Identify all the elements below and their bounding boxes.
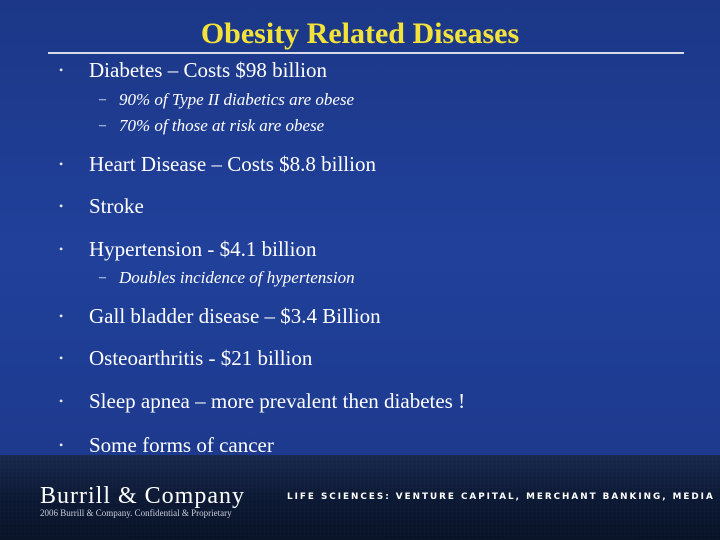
bullet-text: Osteoarthritis - $21 billion (89, 346, 313, 370)
bullet-icon: • (59, 438, 64, 452)
company-name-part1: Burrill (40, 483, 111, 509)
sub-bullet-item: – 90% of Type II diabetics are obese (0, 88, 720, 112)
slide-background (0, 0, 720, 455)
bullet-text: Sleep apnea – more prevalent then diabet… (89, 389, 466, 413)
bullet-icon: • (59, 157, 64, 171)
company-tagline: LIFE SCIENCES: VENTURE CAPITAL, MERCHANT… (287, 492, 715, 502)
footer-bar: Burrill & Company LIFE SCIENCES: VENTURE… (0, 455, 720, 540)
copyright-notice: 2006 Burrill & Company. Confidential & P… (40, 508, 232, 518)
title-underline (48, 52, 684, 54)
dash-icon: – (99, 92, 106, 107)
bullet-text: Stroke (89, 194, 144, 218)
bullet-item: • Osteoarthritis - $21 billion (0, 344, 720, 372)
bullet-item: • Hypertension - $4.1 billion (0, 235, 720, 263)
bullet-text: Heart Disease – Costs $8.8 billion (89, 152, 376, 176)
bullet-icon: • (59, 63, 64, 77)
dash-icon: – (99, 118, 106, 133)
bullet-icon: • (59, 351, 64, 365)
sub-bullet-item: – 70% of those at risk are obese (0, 114, 720, 138)
bullet-item: • Some forms of cancer (0, 431, 720, 459)
bullet-icon: • (59, 242, 64, 256)
bullet-icon: • (59, 199, 64, 213)
bullet-text: Diabetes – Costs $98 billion (89, 58, 327, 82)
dash-icon: – (99, 270, 106, 285)
sub-bullet-item: – Doubles incidence of hypertension (0, 266, 720, 290)
bullet-icon: • (59, 309, 64, 323)
bullet-icon: • (59, 394, 64, 408)
sub-bullet-text: 90% of Type II diabetics are obese (119, 90, 355, 109)
bullet-text: Some forms of cancer (89, 433, 274, 457)
bullet-item: • Stroke (0, 192, 720, 220)
sub-bullet-text: Doubles incidence of hypertension (119, 268, 355, 287)
company-name-part2: Company (144, 483, 245, 509)
bullet-item: • Gall bladder disease – $3.4 Billion (0, 302, 720, 330)
slide-title: Obesity Related Diseases (200, 17, 520, 50)
bullet-text: Gall bladder disease – $3.4 Billion (89, 304, 381, 328)
bullet-text: Hypertension - $4.1 billion (89, 237, 317, 261)
bullet-item: • Sleep apnea – more prevalent then diab… (0, 387, 720, 415)
company-ampersand: & (118, 483, 138, 509)
sub-bullet-text: 70% of those at risk are obese (119, 116, 325, 135)
bullet-item: • Heart Disease – Costs $8.8 billion (0, 150, 720, 178)
bullet-item: • Diabetes – Costs $98 billion (0, 56, 720, 84)
company-logo: Burrill & Company (40, 481, 245, 511)
footer-texture (0, 455, 720, 540)
